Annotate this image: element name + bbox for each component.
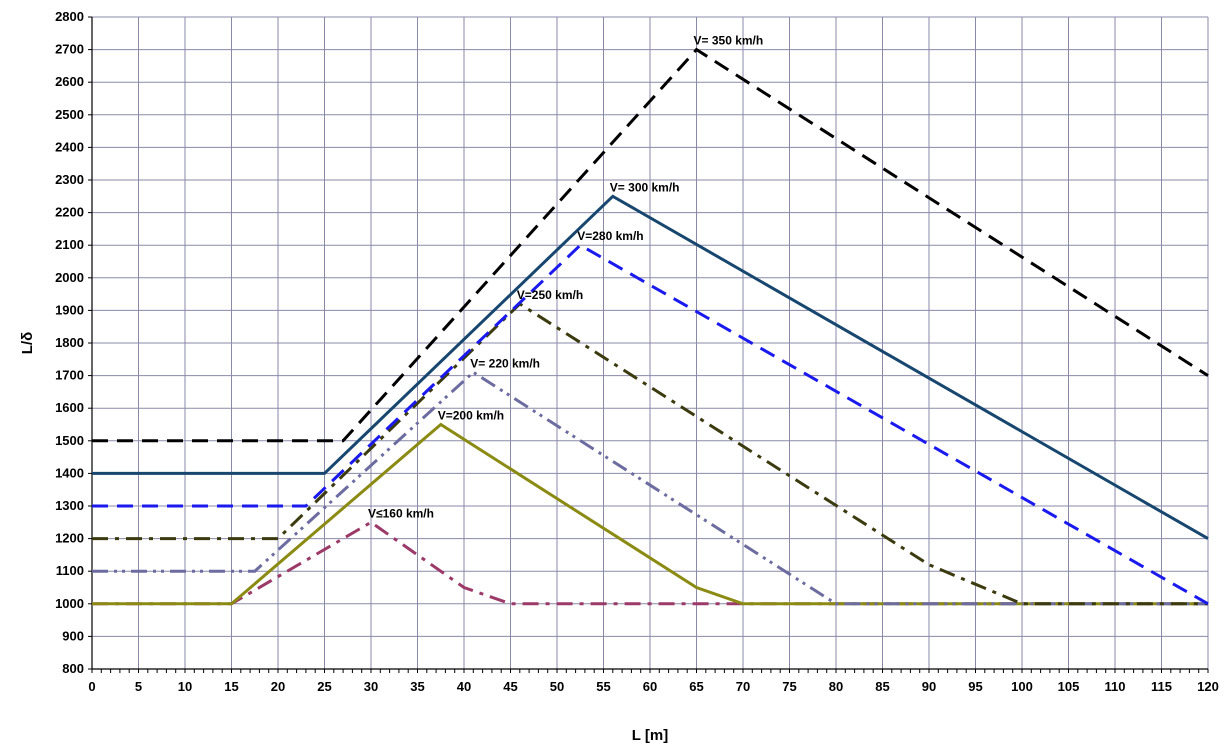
x-tick-label: 100 [1011, 679, 1033, 694]
x-tick-label: 0 [88, 679, 95, 694]
y-tick-label: 2500 [55, 107, 84, 122]
grid [88, 16, 1209, 673]
y-tick-label: 1500 [55, 433, 84, 448]
x-tick-label: 25 [317, 679, 331, 694]
series-line-5 [92, 194, 1209, 540]
y-tick-label: 2300 [55, 172, 84, 187]
series-label-6: V= 350 km/h [694, 34, 764, 48]
y-tick-label: 1600 [55, 400, 84, 415]
x-tick-label: 90 [922, 679, 936, 694]
y-tick-label: 1300 [55, 498, 84, 513]
x-tick-label: 65 [689, 679, 703, 694]
y-tick-label: 1800 [55, 335, 84, 350]
y-tick-label: 1900 [55, 302, 84, 317]
y-tick-label: 900 [62, 628, 84, 643]
y-tick-label: 2700 [55, 42, 84, 57]
y-tick-label: 800 [62, 661, 84, 676]
x-tick-label: 95 [968, 679, 982, 694]
series-lines [92, 47, 1209, 606]
series-label-4: V=280 km/h [577, 229, 643, 243]
y-tick-label: 2100 [55, 237, 84, 252]
x-tick-label: 5 [135, 679, 142, 694]
y-tick-label: 2200 [55, 205, 84, 220]
x-tick-label: 45 [503, 679, 517, 694]
y-tick-label: 2600 [55, 74, 84, 89]
x-tick-label: 80 [829, 679, 843, 694]
x-tick-label: 120 [1197, 679, 1219, 694]
series-line-4 [92, 243, 1209, 606]
x-tick-label: 110 [1105, 679, 1126, 694]
x-axis-ticks: 0 5 10 15 20 25 30 35 40 45 50 55 60 65 70 75 80 85 90 95 10… [88, 679, 1218, 694]
x-tick-label: 115 [1151, 679, 1172, 694]
x-tick-label: 75 [782, 679, 796, 694]
y-axis-title: L/δ [19, 332, 36, 354]
y-tick-label: 1100 [56, 563, 84, 578]
y-tick-label: 2000 [55, 270, 84, 285]
x-tick-label: 40 [457, 679, 471, 694]
y-axis-ticks: 800 900 1000 1100 1200 1300 1400 1500 1600 1700 18… [55, 9, 84, 676]
y-tick-label: 1700 [55, 368, 84, 383]
y-tick-label: 1400 [55, 465, 84, 480]
series-label-1: V=200 km/h [438, 409, 504, 423]
x-tick-label: 105 [1058, 679, 1080, 694]
series-label-0: V≤160 km/h [368, 506, 434, 520]
series-line-2 [92, 370, 1208, 606]
y-tick-label: 2400 [55, 139, 84, 154]
x-axis-title: L [m] [632, 727, 668, 744]
y-tick-label: 2800 [55, 9, 84, 24]
x-tick-label: 85 [875, 679, 889, 694]
x-tick-label: 60 [643, 679, 657, 694]
series-label-3: V=250 km/h [517, 288, 583, 302]
x-tick-label: 55 [596, 679, 610, 694]
x-tick-label: 30 [364, 679, 378, 694]
x-tick-label: 15 [224, 679, 238, 694]
series-label-2: V= 220 km/h [470, 356, 540, 370]
x-tick-label: 35 [410, 679, 424, 694]
series-label-5: V= 300 km/h [610, 180, 680, 194]
x-tick-label: 10 [178, 679, 192, 694]
series-line-1 [92, 422, 1208, 606]
x-tick-label: 50 [550, 679, 564, 694]
y-tick-label: 1000 [55, 596, 84, 611]
series-line-6 [92, 47, 1209, 443]
x-tick-label: 20 [271, 679, 285, 694]
series-labels: V≤160 km/h V=200 km/h V= 220 km/h V=250 km/… [368, 34, 763, 521]
y-tick-label: 1200 [55, 531, 84, 546]
x-tick-label: 70 [736, 679, 750, 694]
